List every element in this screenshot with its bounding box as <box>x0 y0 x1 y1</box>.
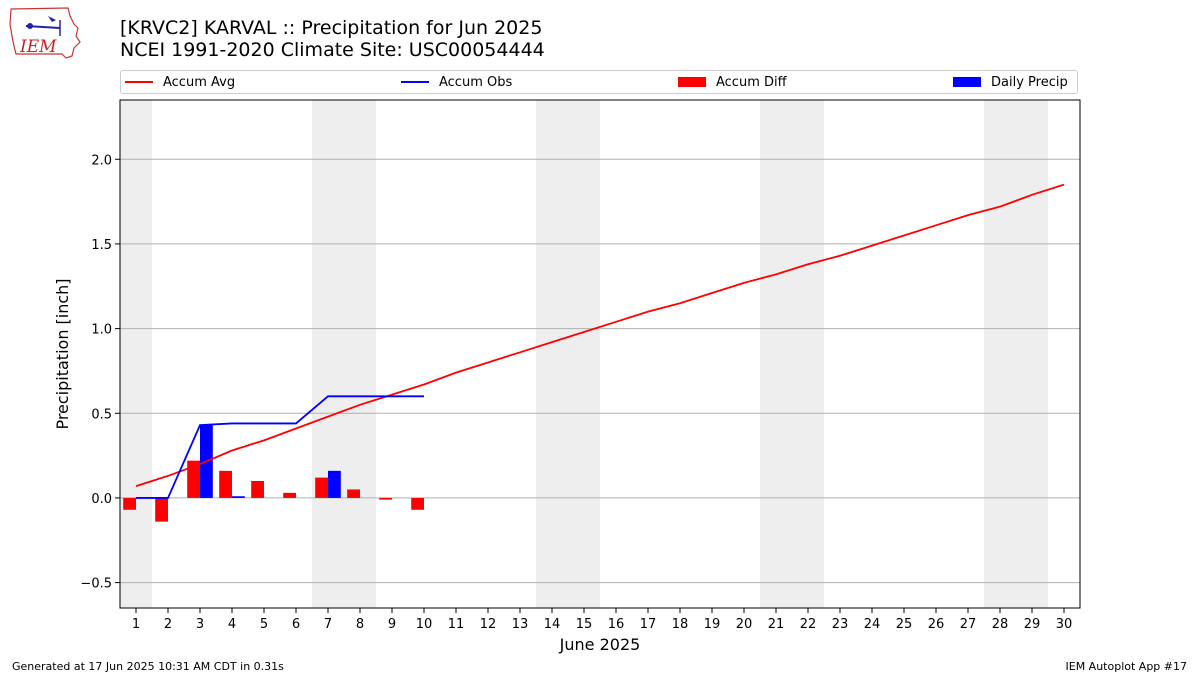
legend-item-daily-precip: Daily Precip <box>953 71 1068 93</box>
y-axis-label: Precipitation [inch] <box>53 278 72 429</box>
x-tick-label-30: 30 <box>1056 617 1073 632</box>
chart-legend: Accum Avg Accum Obs Accum Diff Daily Pre… <box>120 70 1078 94</box>
accum-diff-bar-10 <box>411 497 424 510</box>
legend-label-accum-obs: Accum Obs <box>439 74 513 90</box>
weekend-band-0 <box>120 100 152 608</box>
accum-diff-bar-2 <box>155 497 168 522</box>
daily-precip-bar-7 <box>328 470 341 498</box>
legend-swatch-accum-diff <box>678 77 706 87</box>
legend-item-accum-diff: Accum Diff <box>678 71 787 93</box>
accum-diff-bar-6 <box>283 492 296 498</box>
x-tick-label-3: 3 <box>196 617 204 632</box>
x-tick-label-24: 24 <box>864 617 881 632</box>
legend-swatch-daily-precip <box>953 77 981 87</box>
y-tick-label-0: −0.5 <box>80 577 112 592</box>
y-tick-label-5: 2.0 <box>91 153 112 168</box>
x-tick-label-15: 15 <box>576 617 593 632</box>
accum-avg-line <box>135 183 1065 487</box>
x-tick-label-10: 10 <box>416 617 433 632</box>
footer-app: IEM Autoplot App #17 <box>1065 660 1188 673</box>
legend-swatch-accum-obs <box>401 81 429 83</box>
legend-item-accum-avg: Accum Avg <box>125 71 235 93</box>
x-tick-label-14: 14 <box>544 617 561 632</box>
x-tick-label-17: 17 <box>640 617 657 632</box>
accum-diff-bar-7 <box>315 477 328 498</box>
x-axis-label: June 2025 <box>559 635 641 654</box>
logo-text: IEM <box>19 37 57 57</box>
x-tick-label-19: 19 <box>704 617 721 632</box>
chart-subtitle: NCEI 1991-2020 Climate Site: USC00054444 <box>120 39 545 61</box>
x-tick-label-28: 28 <box>992 617 1009 632</box>
accum-obs-line <box>136 395 424 499</box>
accum-diff-bar-8 <box>347 489 360 498</box>
x-tick-label-22: 22 <box>800 617 817 632</box>
x-tick-label-29: 29 <box>1024 617 1041 632</box>
legend-label-accum-diff: Accum Diff <box>716 74 787 90</box>
plot-frame <box>119 99 1081 609</box>
x-tick-label-16: 16 <box>608 617 625 632</box>
accum-diff-bar-4 <box>219 470 232 498</box>
x-tick-label-9: 9 <box>388 617 396 632</box>
y-tick-label-4: 1.5 <box>91 238 112 253</box>
legend-label-accum-avg: Accum Avg <box>163 74 236 90</box>
y-tick-label-3: 1.0 <box>91 323 112 338</box>
accum-diff-bar-5 <box>251 481 264 498</box>
iem-logo: IEM <box>9 7 81 59</box>
weekend-band-2 <box>536 100 600 608</box>
x-tick-label-12: 12 <box>480 617 497 632</box>
x-tick-label-26: 26 <box>928 617 945 632</box>
daily-precip-bar-3 <box>200 425 213 498</box>
x-tick-label-25: 25 <box>896 617 913 632</box>
x-tick-label-21: 21 <box>768 617 785 632</box>
x-tick-label-7: 7 <box>324 617 332 632</box>
x-tick-label-8: 8 <box>356 617 364 632</box>
accum-diff-bar-3 <box>187 460 200 498</box>
legend-item-accum-obs: Accum Obs <box>401 71 512 93</box>
weekend-band-4 <box>984 100 1048 608</box>
x-tick-label-18: 18 <box>672 617 689 632</box>
y-tick-label-2: 0.5 <box>91 407 112 422</box>
x-tick-label-20: 20 <box>736 617 753 632</box>
legend-swatch-accum-avg <box>125 81 153 83</box>
x-tick-label-5: 5 <box>260 617 268 632</box>
weekend-band-3 <box>760 100 824 608</box>
footer-generated: Generated at 17 Jun 2025 10:31 AM CDT in… <box>12 660 284 673</box>
x-tick-label-1: 1 <box>132 617 140 632</box>
accum-diff-bar-9 <box>379 497 392 500</box>
x-tick-label-4: 4 <box>228 617 236 632</box>
x-tick-label-11: 11 <box>448 617 465 632</box>
x-tick-label-13: 13 <box>512 617 529 632</box>
x-tick-label-23: 23 <box>832 617 849 632</box>
x-tick-label-6: 6 <box>292 617 300 632</box>
x-tick-label-2: 2 <box>164 617 172 632</box>
legend-label-daily-precip: Daily Precip <box>991 74 1068 90</box>
y-tick-label-1: 0.0 <box>91 492 112 507</box>
weekend-band-1 <box>312 100 376 608</box>
x-tick-label-27: 27 <box>960 617 977 632</box>
chart-title: [KRVC2] KARVAL :: Precipitation for Jun … <box>120 17 543 39</box>
iowa-outline-icon <box>9 7 81 59</box>
accum-diff-bar-1 <box>123 497 136 510</box>
daily-precip-bar-4 <box>232 496 245 498</box>
